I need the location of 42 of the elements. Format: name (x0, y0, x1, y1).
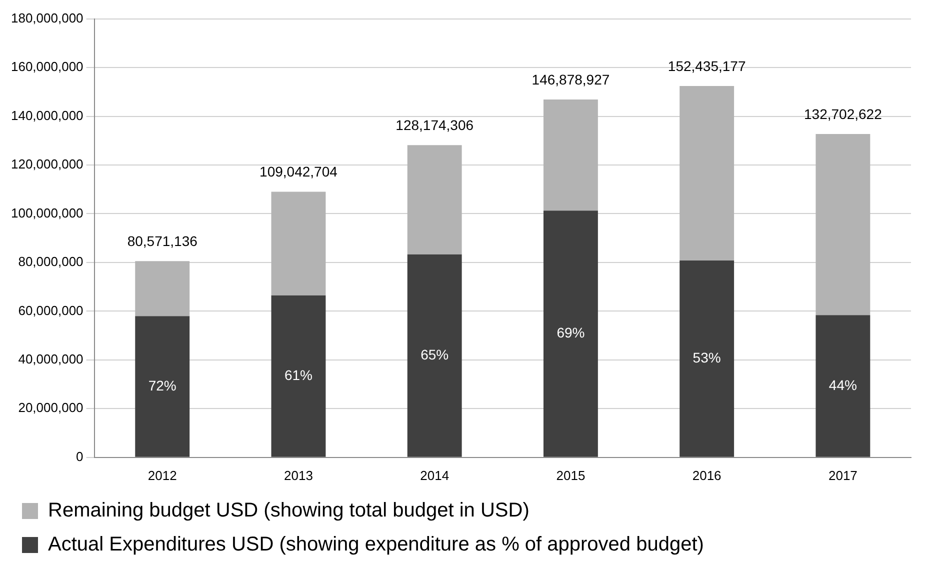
annotation: 72% (148, 377, 176, 394)
y-tick-label: 20,000,000 (18, 400, 84, 416)
bar (135, 316, 190, 457)
total-label: 128,174,306 (396, 116, 474, 133)
y-tick-label: 120,000,000 (10, 156, 84, 172)
total-label: 146,878,927 (532, 71, 610, 88)
bar (407, 145, 462, 254)
total-label: 80,571,136 (127, 232, 198, 249)
annotation: 69% (556, 324, 585, 341)
annotation: 44% (828, 376, 857, 393)
annotation: 61% (284, 366, 312, 383)
x-tick-label: 2015 (556, 468, 586, 483)
legend-label: Remaining budget USD (showing total budget in USD) (48, 500, 530, 522)
bar (816, 134, 870, 316)
x-tick-label: 2013 (284, 468, 313, 483)
bar (135, 261, 190, 316)
bar (407, 254, 462, 457)
annotation: 53% (692, 350, 721, 366)
y-tick-label: 180,000,000 (10, 10, 84, 26)
y-tick-label: 100,000,000 (10, 205, 84, 220)
legend-label: Actual Expenditures USD (showing expenditure as % of approved budget) (48, 534, 704, 556)
bar (680, 86, 734, 261)
y-tick-label: 160,000,000 (10, 59, 84, 74)
y-tick-label: 140,000,000 (10, 108, 84, 123)
x-tick-label: 2014 (420, 468, 450, 483)
bar (816, 315, 870, 457)
total-label: 132,702,622 (804, 106, 882, 122)
y-tick-label: 60,000,000 (18, 302, 84, 318)
x-tick-label: 2016 (692, 468, 722, 483)
bar (271, 295, 326, 457)
x-tick-label: 2017 (828, 468, 858, 483)
bar (271, 192, 326, 296)
y-tick-label: 40,000,000 (18, 352, 84, 367)
bar (680, 260, 734, 457)
total-label: 152,435,177 (668, 58, 746, 74)
x-tick-label: 2012 (148, 468, 177, 483)
annotation: 65% (420, 346, 449, 363)
y-tick-label: 80,000,000 (18, 254, 84, 270)
bar (543, 210, 598, 457)
y-tick-label: 0 (76, 448, 84, 464)
total-label: 109,042,704 (260, 164, 338, 180)
bar (543, 100, 598, 211)
